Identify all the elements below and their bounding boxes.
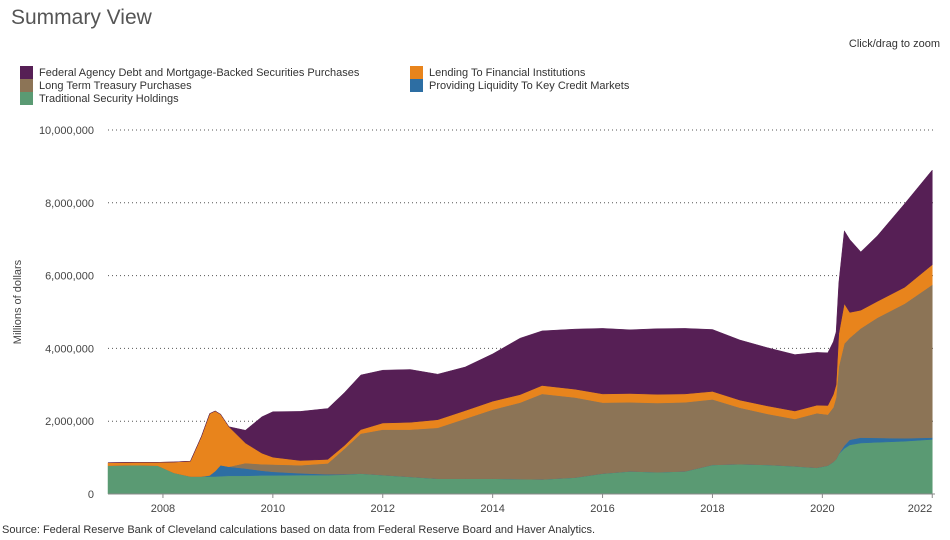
legend-label-traditional-holdings: Traditional Security Holdings: [39, 92, 179, 105]
legend-item-liquidity[interactable]: Providing Liquidity To Key Credit Market…: [410, 79, 629, 92]
y-tick-label: 10,000,000: [39, 125, 94, 137]
legend-item-long-term-treasury[interactable]: Long Term Treasury Purchases: [20, 79, 192, 92]
x-tick-label: 2018: [700, 503, 724, 515]
legend-item-traditional-holdings[interactable]: Traditional Security Holdings: [20, 92, 179, 105]
x-tick-label: 2016: [590, 503, 614, 515]
y-tick-label: 4,000,000: [45, 343, 94, 355]
x-tick-label: 2010: [261, 503, 285, 515]
chart-legend: Federal Agency Debt and Mortgage-Backed …: [20, 66, 720, 110]
legend-label-long-term-treasury: Long Term Treasury Purchases: [39, 79, 192, 92]
x-axis-ticks: 2008 2010 2012 2014 2016 2018 2020 2022: [151, 494, 933, 515]
legend-item-lending[interactable]: Lending To Financial Institutions: [410, 66, 585, 79]
x-tick-label: 2020: [810, 503, 834, 515]
legend-label-lending: Lending To Financial Institutions: [429, 66, 586, 79]
area-federal-agency-debt-and-mortgage-backed-securities-purchases[interactable]: [107, 169, 933, 463]
x-tick-label: 2012: [371, 503, 395, 515]
series-areas: [107, 169, 933, 495]
legend-swatch-traditional-holdings: [20, 92, 33, 105]
legend-swatch-liquidity: [410, 79, 423, 92]
y-tick-label: 6,000,000: [45, 271, 94, 283]
y-tick-label: 8,000,000: [45, 198, 94, 210]
legend-swatch-lending: [410, 66, 423, 79]
y-tick-label: 2,000,000: [45, 416, 94, 428]
legend-swatch-long-term-treasury: [20, 79, 33, 92]
y-tick-label: 0: [88, 489, 94, 501]
legend-label-agency-mbs: Federal Agency Debt and Mortgage-Backed …: [39, 66, 360, 79]
zoom-hint: Click/drag to zoom: [848, 38, 940, 50]
x-tick-label: 2014: [480, 503, 504, 515]
x-tick-label: 2022: [908, 503, 932, 515]
y-axis-ticks: 0 2,000,000 4,000,000 6,000,000 8,000,000 10,…: [39, 125, 94, 501]
legend-item-agency-mbs[interactable]: Federal Agency Debt and Mortgage-Backed …: [20, 66, 359, 79]
legend-swatch-agency-mbs: [20, 66, 33, 79]
legend-label-liquidity: Providing Liquidity To Key Credit Market…: [429, 79, 630, 92]
source-note: Source: Federal Reserve Bank of Clevelan…: [2, 524, 596, 536]
x-tick-label: 2008: [151, 503, 175, 515]
y-axis-label: Millions of dollars: [12, 259, 24, 344]
page-title: Summary View: [11, 6, 152, 29]
